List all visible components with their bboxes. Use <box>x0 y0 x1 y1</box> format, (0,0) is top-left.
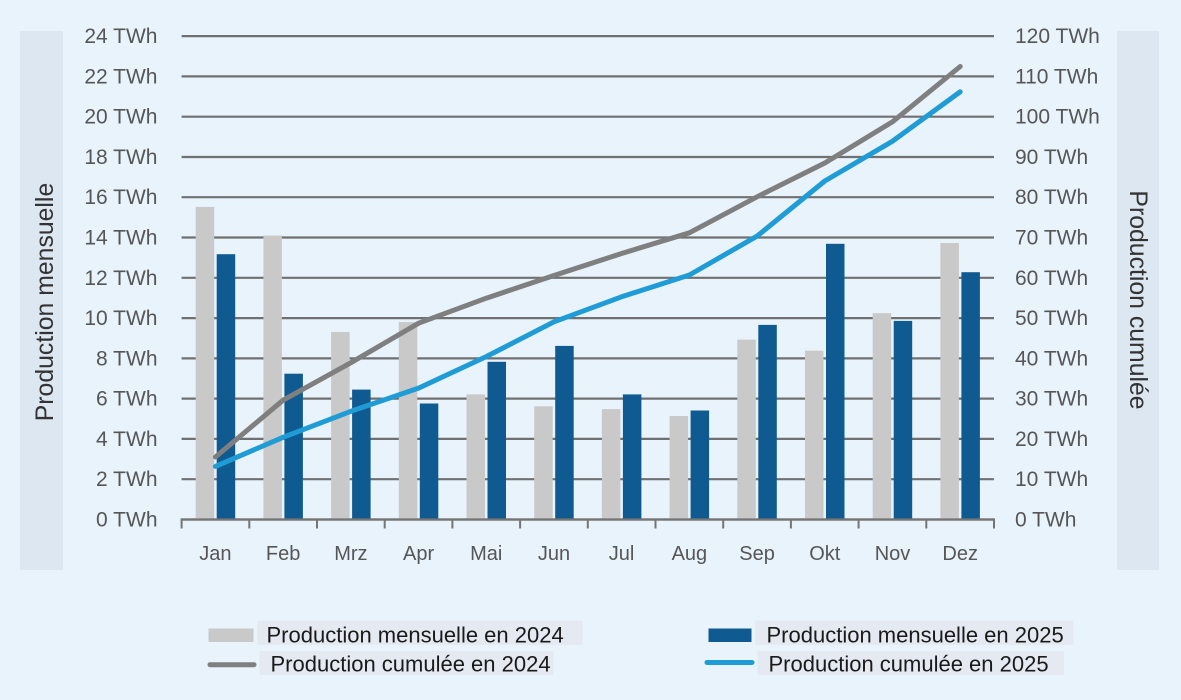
svg-text:Production mensuelle en 2025: Production mensuelle en 2025 <box>767 623 1064 648</box>
svg-text:90 TWh: 90 TWh <box>1015 146 1088 169</box>
svg-text:22 TWh: 22 TWh <box>84 65 157 88</box>
svg-text:40 TWh: 40 TWh <box>1015 347 1088 370</box>
svg-text:24 TWh: 24 TWh <box>84 25 157 48</box>
svg-text:Nov: Nov <box>875 543 911 565</box>
svg-text:12 TWh: 12 TWh <box>84 267 157 290</box>
svg-text:50 TWh: 50 TWh <box>1015 307 1088 330</box>
svg-text:30 TWh: 30 TWh <box>1015 388 1088 411</box>
svg-text:Jul: Jul <box>609 543 635 565</box>
svg-text:20 TWh: 20 TWh <box>84 106 157 129</box>
svg-text:Aug: Aug <box>672 543 708 565</box>
svg-text:Production cumulée en 2024: Production cumulée en 2024 <box>271 652 551 677</box>
svg-text:Dez: Dez <box>942 543 978 565</box>
svg-text:16 TWh: 16 TWh <box>84 186 157 209</box>
svg-text:120 TWh: 120 TWh <box>1015 25 1100 48</box>
svg-text:100 TWh: 100 TWh <box>1015 106 1100 129</box>
svg-text:Apr: Apr <box>403 543 434 565</box>
svg-text:4 TWh: 4 TWh <box>96 428 157 451</box>
svg-text:60 TWh: 60 TWh <box>1015 267 1088 290</box>
svg-text:Jun: Jun <box>538 543 570 565</box>
svg-text:10 TWh: 10 TWh <box>1015 468 1088 491</box>
svg-text:2 TWh: 2 TWh <box>96 468 157 491</box>
svg-text:Production mensuelle en 2024: Production mensuelle en 2024 <box>267 623 564 648</box>
svg-text:Mrz: Mrz <box>334 543 367 565</box>
svg-text:80 TWh: 80 TWh <box>1015 186 1088 209</box>
svg-text:10 TWh: 10 TWh <box>84 307 157 330</box>
svg-text:110 TWh: 110 TWh <box>1015 65 1098 88</box>
svg-text:Feb: Feb <box>266 543 300 565</box>
svg-text:70 TWh: 70 TWh <box>1015 227 1088 250</box>
svg-text:Production cumulée: Production cumulée <box>1124 190 1151 409</box>
svg-text:Production cumulée en 2025: Production cumulée en 2025 <box>769 652 1049 677</box>
svg-text:6 TWh: 6 TWh <box>96 388 157 411</box>
svg-text:20 TWh: 20 TWh <box>1015 428 1088 451</box>
svg-text:Mai: Mai <box>470 543 502 565</box>
svg-text:8 TWh: 8 TWh <box>96 347 157 370</box>
svg-text:18 TWh: 18 TWh <box>84 146 157 169</box>
svg-text:0 TWh: 0 TWh <box>96 509 157 532</box>
svg-text:Jan: Jan <box>199 543 231 565</box>
svg-text:Production mensuelle: Production mensuelle <box>32 183 59 421</box>
svg-text:0 TWh: 0 TWh <box>1015 509 1076 532</box>
svg-text:Okt: Okt <box>809 543 841 565</box>
svg-text:14 TWh: 14 TWh <box>84 227 157 250</box>
svg-text:Sep: Sep <box>739 543 775 565</box>
